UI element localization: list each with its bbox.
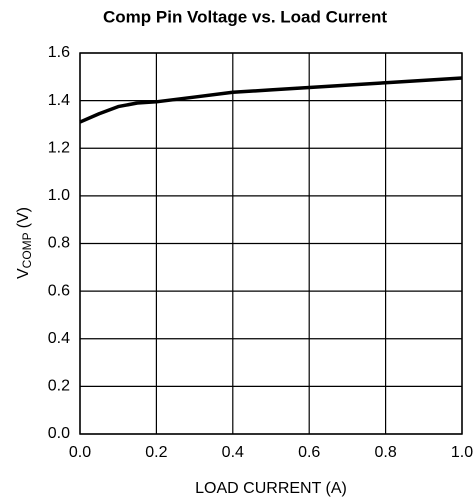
- x-tick-label: 1.0: [451, 444, 473, 461]
- y-tick-label: 0.6: [48, 282, 70, 299]
- y-tick-label: 1.6: [48, 44, 70, 61]
- chart-title: Comp Pin Voltage vs. Load Current: [103, 7, 387, 26]
- x-tick-label: 0.2: [145, 444, 167, 461]
- x-axis-label: LOAD CURRENT (A): [195, 480, 347, 497]
- y-tick-label: 0.0: [48, 425, 70, 442]
- y-axis-label-main: V: [15, 268, 32, 279]
- x-tick-label: 0.8: [374, 444, 396, 461]
- y-tick-label: 0.8: [48, 235, 70, 252]
- x-tick-label: 0.6: [298, 444, 320, 461]
- plot-frame: [79, 52, 463, 435]
- y-axis-label: VCOMP (V): [15, 207, 34, 279]
- y-tick-label: 1.0: [48, 187, 70, 204]
- data-line: [79, 76, 463, 124]
- y-axis-label-sub: COMP: [20, 232, 34, 268]
- y-tick-label: 1.4: [48, 92, 70, 109]
- x-tick-label: 0.4: [222, 444, 244, 461]
- y-tick-label: 0.2: [48, 378, 70, 395]
- x-tick-label: 0.0: [69, 444, 91, 461]
- y-axis-label-unit: (V): [15, 207, 32, 228]
- y-tick-label: 0.4: [48, 330, 70, 347]
- y-tick-label: 1.2: [48, 139, 70, 156]
